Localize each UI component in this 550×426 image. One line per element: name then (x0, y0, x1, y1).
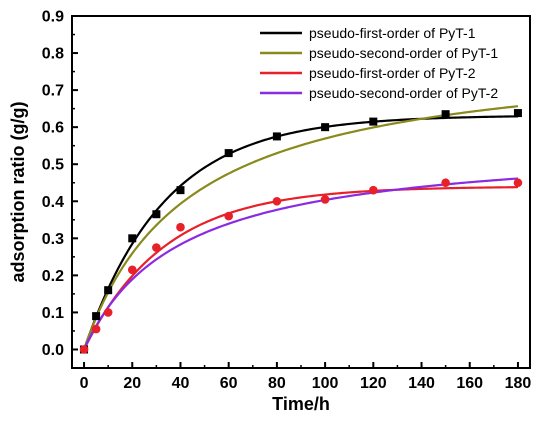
x-tick-label: 180 (505, 375, 532, 392)
data-point-square (92, 312, 101, 321)
y-tick-label: 0.1 (42, 305, 64, 322)
data-point-square (441, 110, 450, 119)
data-point-square (128, 234, 137, 243)
data-point-circle (272, 196, 282, 206)
data-point-circle (91, 324, 101, 334)
x-tick-label: 120 (360, 375, 387, 392)
data-points-layer (79, 109, 523, 354)
data-point-square (272, 132, 281, 141)
fit-curve-line (83, 177, 519, 350)
data-point-circle (152, 243, 161, 252)
data-point-square (176, 186, 185, 195)
y-tick-label: 0.3 (42, 231, 64, 248)
data-point-circle (79, 345, 89, 354)
x-tick-label: 80 (268, 375, 286, 392)
x-tick-label: 160 (456, 375, 483, 392)
data-point-circle (176, 222, 185, 232)
data-point-square (152, 210, 161, 219)
data-point-square (224, 149, 233, 158)
x-tick-label: 100 (312, 375, 339, 392)
x-tick-label: 0 (80, 375, 89, 392)
data-point-square (321, 123, 330, 132)
data-point-square (369, 117, 378, 126)
legend-label: pseudo-first-order of PyT-2 (309, 65, 476, 81)
fit-curves-layer (83, 105, 519, 350)
data-point-circle (441, 178, 450, 188)
x-axis-title: Time/h (272, 394, 330, 414)
axis-ticks-layer: 0 20 40 60 80 100 120 140 160 180 0.0 0.1 0.2 0.3 0.4 0… (42, 9, 532, 393)
x-tick-label: 60 (220, 375, 238, 392)
y-tick-label: 0.8 (42, 46, 64, 63)
y-tick-label: 0.6 (42, 120, 64, 137)
x-tick-label: 40 (172, 375, 190, 392)
data-point-circle (224, 211, 233, 221)
legend-label: pseudo-first-order of PyT-1 (309, 25, 476, 41)
legend-label: pseudo-second-order of PyT-1 (309, 45, 498, 61)
y-tick-label: 0.2 (42, 268, 64, 285)
data-point-square (513, 109, 522, 118)
data-point-square (104, 286, 113, 295)
y-tick-label: 0.0 (42, 342, 64, 359)
x-tick-label: 140 (408, 375, 435, 392)
legend: pseudo-first-order of PyT-1 pseudo-second… (260, 25, 498, 101)
x-tick-label: 20 (123, 375, 141, 392)
data-point-circle (103, 308, 113, 317)
y-axis-title: adsorption ratio (g/g) (8, 102, 28, 283)
data-point-circle (127, 265, 137, 275)
fit-curve-line (83, 186, 518, 350)
y-tick-label: 0.4 (42, 194, 64, 211)
data-point-circle (513, 178, 523, 188)
y-tick-label: 0.5 (42, 157, 64, 174)
y-tick-label: 0.7 (42, 83, 64, 100)
data-point-circle (369, 185, 378, 195)
legend-label: pseudo-second-order of PyT-2 (309, 85, 498, 101)
y-tick-label: 0.9 (42, 9, 64, 26)
fit-curve-line (83, 105, 519, 350)
data-point-circle (320, 195, 330, 204)
